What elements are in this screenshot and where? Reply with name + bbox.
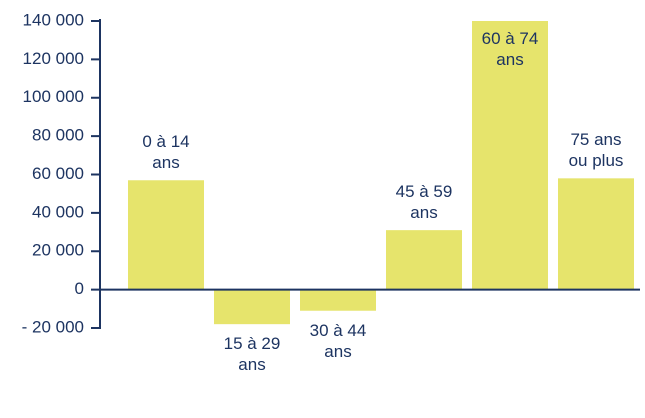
y-tick-label: 140 000: [23, 10, 84, 29]
category-label: 75 ans ou plus: [568, 130, 624, 171]
category-label: 30 à 44 ans: [309, 320, 367, 361]
y-tick-label: 100 000: [23, 87, 84, 106]
y-tick-label: 40 000: [32, 202, 84, 221]
y-tick-label: - 20 000: [22, 317, 84, 336]
bar: [214, 289, 290, 325]
bar: [558, 178, 634, 290]
y-tick-label: 0: [75, 279, 84, 298]
y-tick-label: 60 000: [32, 164, 84, 183]
category-label: 15 à 29 ans: [223, 334, 281, 375]
bar: [300, 289, 376, 311]
bar: [386, 230, 462, 290]
category-label: 60 à 74 ans: [481, 29, 539, 69]
y-tick-label: 80 000: [32, 126, 84, 145]
y-tick-label: 20 000: [32, 241, 84, 260]
category-label: 0 à 14 ans: [142, 132, 190, 173]
bar: [128, 180, 204, 290]
bar: [472, 21, 548, 290]
y-tick-label: 120 000: [23, 49, 84, 68]
category-label: 45 à 59 ans: [395, 182, 453, 223]
